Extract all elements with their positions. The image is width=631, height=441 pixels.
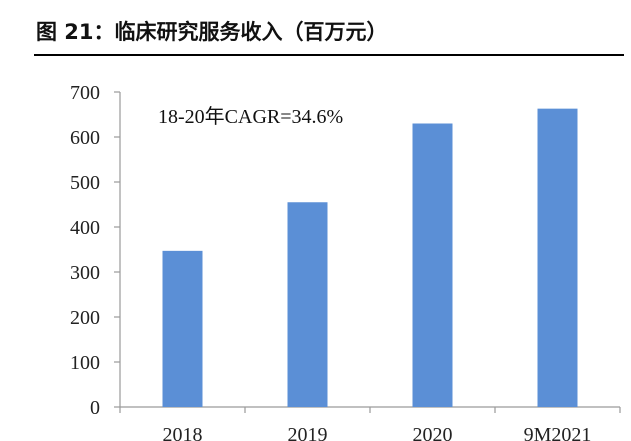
bar-2020 <box>412 123 453 407</box>
bar-2018 <box>162 250 203 407</box>
y-tick-label: 0 <box>90 397 100 419</box>
bar-2019 <box>287 202 328 407</box>
y-tick-label: 300 <box>70 262 100 284</box>
y-tick-label: 400 <box>70 217 100 239</box>
y-tick-label: 700 <box>70 82 100 104</box>
axes <box>114 91 621 413</box>
bars <box>162 108 578 408</box>
x-tick-label: 9M2021 <box>524 424 592 441</box>
figure-title: 图 21：临床研究服务收入（百万元） <box>36 20 388 44</box>
y-tick-label: 100 <box>70 352 100 374</box>
y-tick-label: 600 <box>70 127 100 149</box>
cagr-annotation: 18-20年CAGR=34.6% <box>158 105 343 128</box>
title-underline <box>34 54 624 56</box>
x-tick-label: 2019 <box>288 424 328 441</box>
y-tick-label: 200 <box>70 307 100 329</box>
x-tick-label: 2020 <box>413 424 453 441</box>
y-tick-labels: 0 100 200 300 400 500 600 700 <box>70 82 100 419</box>
bar-9M2021 <box>537 108 578 408</box>
x-tick-labels: 2018 2019 2020 9M2021 <box>163 424 592 441</box>
y-tick-label: 500 <box>70 172 100 194</box>
x-tick-label: 2018 <box>163 424 203 441</box>
